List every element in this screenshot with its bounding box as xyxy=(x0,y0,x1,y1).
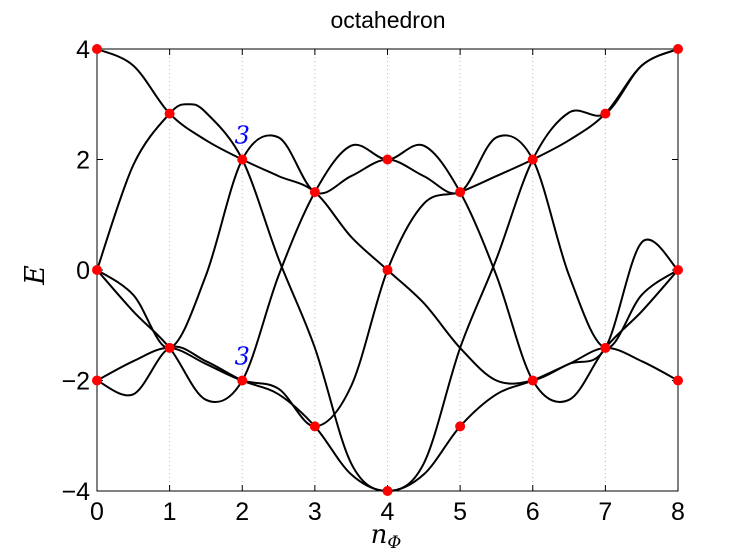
x-tick-label: 4 xyxy=(381,498,395,526)
x-tick-label: 7 xyxy=(598,498,612,526)
data-point xyxy=(92,375,102,386)
x-tick-label: 6 xyxy=(526,498,540,526)
data-point xyxy=(527,375,538,386)
x-tick-label: 5 xyxy=(453,498,467,526)
axis-ticks: 0 1 2 3 4 5 6 7 8 −4 −2 0 2 4 xyxy=(61,36,684,526)
data-point xyxy=(164,342,175,353)
x-tick-label: 2 xyxy=(235,498,249,526)
data-point xyxy=(600,108,611,119)
annotations: 33 xyxy=(235,122,250,371)
data-point xyxy=(92,44,102,54)
data-point xyxy=(455,187,466,198)
data-point xyxy=(382,486,393,496)
data-point xyxy=(527,154,538,165)
data-point xyxy=(92,265,102,275)
y-axis-label: E xyxy=(20,265,51,286)
data-point xyxy=(309,187,320,198)
chart-title: octahedron xyxy=(330,7,445,33)
data-point xyxy=(309,421,320,432)
x-tick-label: 0 xyxy=(90,498,104,526)
data-point xyxy=(673,375,683,386)
x-tick-label: 3 xyxy=(308,498,322,526)
x-tick-label: 8 xyxy=(671,498,685,526)
data-markers xyxy=(92,44,683,496)
y-tick-label: 4 xyxy=(76,36,90,64)
degeneracy-annotation: 3 xyxy=(235,122,250,150)
y-tick-label: 0 xyxy=(76,257,90,285)
data-point xyxy=(237,154,248,165)
x-axis-label: nΦ xyxy=(371,520,402,553)
x-tick-label: 1 xyxy=(163,498,177,526)
data-point xyxy=(673,44,683,54)
data-point xyxy=(164,108,175,119)
data-point xyxy=(382,265,393,275)
y-tick-label: 2 xyxy=(76,147,90,175)
series-line-3 xyxy=(96,48,679,492)
degeneracy-annotation: 3 xyxy=(235,343,250,371)
data-point xyxy=(600,342,611,353)
data-point xyxy=(455,421,466,432)
data-point xyxy=(673,265,683,275)
y-tick-label: −4 xyxy=(61,478,90,506)
data-point xyxy=(237,375,248,386)
y-tick-label: −2 xyxy=(61,368,90,396)
data-point xyxy=(382,154,393,165)
